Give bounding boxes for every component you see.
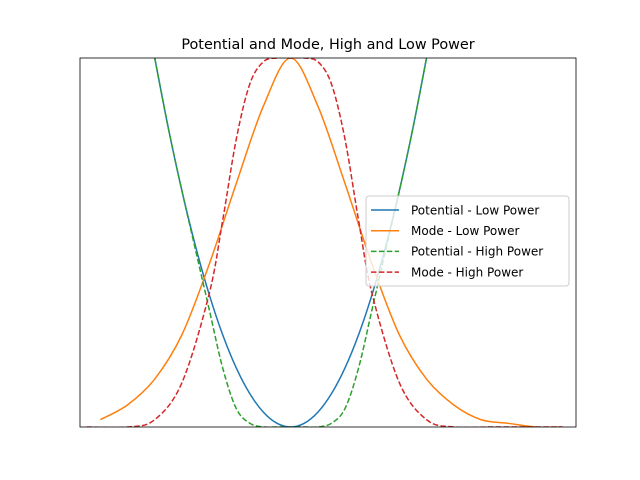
legend-label-4: Mode - High Power bbox=[411, 265, 523, 279]
legend-label-1: Potential - Low Power bbox=[411, 203, 539, 217]
axes-frame bbox=[79, 57, 577, 428]
series-line-4 bbox=[86, 58, 563, 427]
legend-label-2: Mode - Low Power bbox=[411, 224, 519, 238]
legend-box bbox=[365, 195, 570, 287]
series-line-2 bbox=[100, 58, 563, 427]
legend-label-3: Potential - High Power bbox=[411, 245, 543, 259]
legend: Potential - Low Power Mode - Low Power Pot… bbox=[365, 195, 570, 287]
chart-title: Potential and Mode, High and Low Power bbox=[181, 37, 474, 53]
